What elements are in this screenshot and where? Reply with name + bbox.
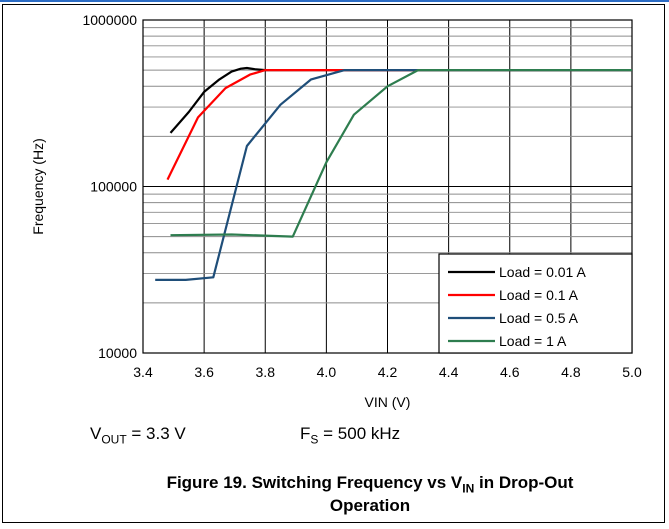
vout-condition: VOUT = 3.3 V [90, 424, 186, 447]
series-line-2 [155, 68, 632, 281]
grid-lines [143, 20, 632, 353]
y-tick-label: 100000 [90, 179, 137, 195]
x-tick-label: 4.8 [561, 364, 581, 380]
y-tick-labels: 10000 100000 1000000 [82, 12, 137, 361]
x-tick-label: 4.0 [317, 364, 337, 380]
legend: Load = 0.01 A Load = 0.1 A Load = 0.5 A Loa… [438, 253, 633, 354]
x-tick-labels: 3.4 3.6 3.8 4.0 4.2 4.4 4.6 4.8 5.0 [133, 364, 642, 380]
series-line-0 [169, 66, 632, 134]
series-line-3 [170, 68, 632, 238]
x-axis-label: VIN (V) [365, 394, 411, 410]
legend-label-2: Load = 0.5 A [499, 310, 579, 326]
series-lines [155, 66, 632, 281]
y-tick-label: 10000 [98, 345, 137, 361]
figure-frame [2, 4, 665, 523]
x-tick-label: 3.6 [194, 364, 214, 380]
legend-label-3: Load = 1 A [499, 333, 567, 349]
legend-label-0: Load = 0.01 A [499, 264, 586, 280]
x-tick-label: 3.4 [133, 364, 153, 380]
fs-condition: FS = 500 kHz [300, 424, 401, 447]
x-tick-label: 3.8 [256, 364, 276, 380]
x-tick-label: 4.2 [378, 364, 398, 380]
y-tick-label: 1000000 [82, 12, 137, 28]
figure-caption-line1: Figure 19. Switching Frequency vs VIN in… [166, 473, 574, 496]
legend-label-1: Load = 0.1 A [499, 287, 579, 303]
series-line-1 [166, 68, 632, 181]
x-tick-label: 4.6 [500, 364, 520, 380]
x-tick-label: 5.0 [622, 364, 642, 380]
legend-box [438, 253, 633, 354]
figure-caption-line2: Operation [329, 496, 411, 515]
top-rule [0, 0, 669, 2]
plot-area [142, 19, 633, 354]
x-tick-label: 4.4 [439, 364, 459, 380]
y-axis-label: Frequency (Hz) [30, 138, 46, 234]
